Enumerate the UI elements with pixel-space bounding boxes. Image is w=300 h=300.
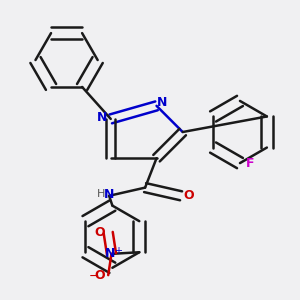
Text: −: −: [88, 270, 99, 283]
Text: F: F: [245, 157, 254, 169]
Text: +: +: [114, 246, 122, 256]
Text: O: O: [95, 226, 105, 239]
Text: H: H: [97, 189, 105, 199]
Text: N: N: [98, 111, 108, 124]
Text: N: N: [105, 248, 115, 260]
Text: O: O: [95, 268, 105, 282]
Text: O: O: [183, 189, 194, 202]
Text: N: N: [157, 96, 168, 109]
Text: N: N: [104, 188, 114, 201]
